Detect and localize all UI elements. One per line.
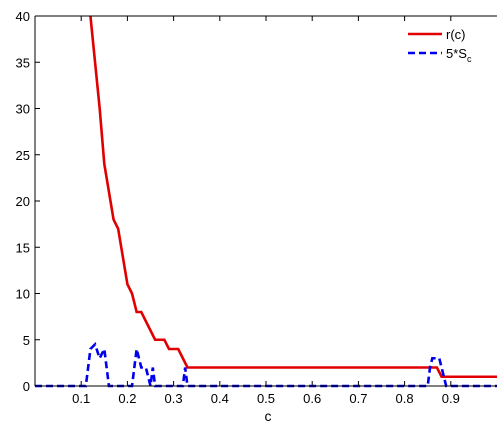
x-tick-label: 0.4 — [211, 391, 229, 406]
x-tick-label: 0.6 — [303, 391, 321, 406]
y-tick-label: 0 — [23, 379, 30, 394]
axis-layer: 0.1 0.2 0.3 0.4 0.5 0.6 0.7 0.8 0.9 0 5 10 15 20 25 30 3… — [16, 9, 497, 406]
legend-label-r: r(c) — [446, 27, 466, 42]
y-tick-label: 40 — [16, 9, 30, 24]
y-tick-label: 25 — [16, 148, 30, 163]
y-tick-label: 5 — [23, 333, 30, 348]
x-tick-label: 0.3 — [165, 391, 183, 406]
y-tick-label: 15 — [16, 240, 30, 255]
x-tick-label: 0.9 — [442, 391, 460, 406]
x-tick-label: 0.8 — [396, 391, 414, 406]
series-r-line — [89, 15, 497, 379]
x-axis-label: c — [265, 408, 272, 423]
series-s-line — [35, 341, 497, 388]
legend-label-s-main: 5*S — [446, 46, 467, 61]
x-tick-label: 0.7 — [349, 391, 367, 406]
legend-label-s-sub: c — [467, 54, 472, 64]
x-tick-label: 0.5 — [257, 391, 275, 406]
plot-background — [35, 16, 497, 386]
plot-area — [35, 16, 497, 386]
x-tick-label: 0.1 — [72, 391, 90, 406]
legend-label-s: 5*Sc — [446, 46, 472, 64]
y-tick-label: 30 — [16, 102, 30, 117]
y-tick-label: 35 — [16, 55, 30, 70]
y-tick-label: 20 — [16, 194, 30, 209]
series-layer — [35, 15, 497, 388]
legend: r(c) 5*Sc — [408, 27, 472, 64]
y-tick-label: 10 — [16, 287, 30, 302]
x-tick-label: 0.2 — [118, 391, 136, 406]
